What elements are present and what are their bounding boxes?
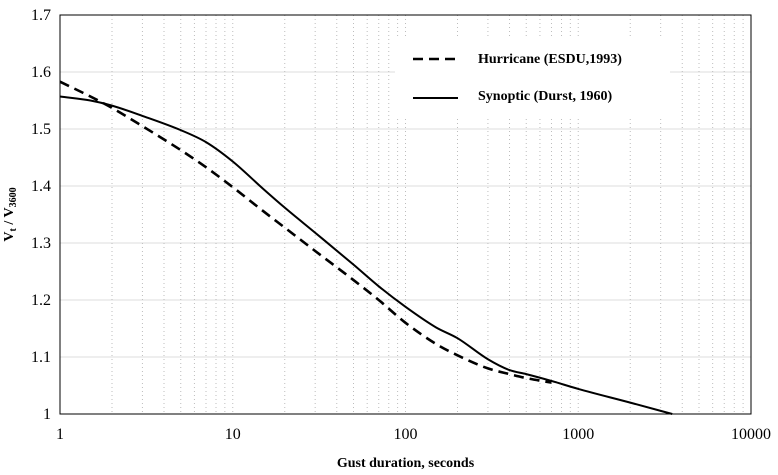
legend-synoptic-label: Synoptic (Durst, 1960) <box>478 89 613 104</box>
y-tick-label: 1.7 <box>31 7 51 24</box>
y-tick-label: 1.4 <box>31 178 51 195</box>
x-tick-label: 1000 <box>562 426 594 443</box>
series-layer <box>59 80 673 415</box>
plot-frame <box>59 14 752 415</box>
x-axis-label: Gust duration, seconds <box>337 456 475 471</box>
series-line-hurricane <box>59 80 552 384</box>
x-tick-label: 1 <box>56 426 64 443</box>
y-axis-label-sub-t: t <box>8 227 19 231</box>
y-axis-label-sub-3600: 3600 <box>8 187 19 207</box>
y-tick-label: 1.2 <box>31 292 51 309</box>
x-tick-label: 100 <box>394 426 418 443</box>
y-axis-label-main: V <box>2 231 17 241</box>
legend: Hurricane (ESDU,1993) Synoptic (Durst, 1… <box>395 36 670 116</box>
series-line-synoptic <box>59 95 673 415</box>
x-tick-label: 10 <box>225 426 241 443</box>
y-tick-label: 1.3 <box>31 235 51 252</box>
x-tick-label: 10000 <box>731 426 771 443</box>
legend-hurricane-label: Hurricane (ESDU,1993) <box>478 52 622 67</box>
y-axis-label-slash: / V <box>2 207 17 228</box>
y-tick-label: 1.1 <box>31 349 51 366</box>
y-tick-label: 1 <box>43 406 51 423</box>
legend-background <box>395 36 670 116</box>
y-axis-label: Vt / V3600 <box>2 187 19 241</box>
y-tick-label: 1.5 <box>31 121 51 138</box>
tick-labels: 1 10 100 1000 10000 1 1.1 1.2 1.3 1.4 1.5 1.6 1.7 <box>31 7 771 443</box>
y-tick-label: 1.6 <box>31 64 51 81</box>
